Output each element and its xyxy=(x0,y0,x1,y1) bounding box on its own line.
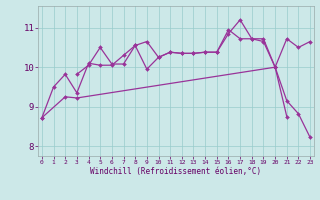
X-axis label: Windchill (Refroidissement éolien,°C): Windchill (Refroidissement éolien,°C) xyxy=(91,167,261,176)
